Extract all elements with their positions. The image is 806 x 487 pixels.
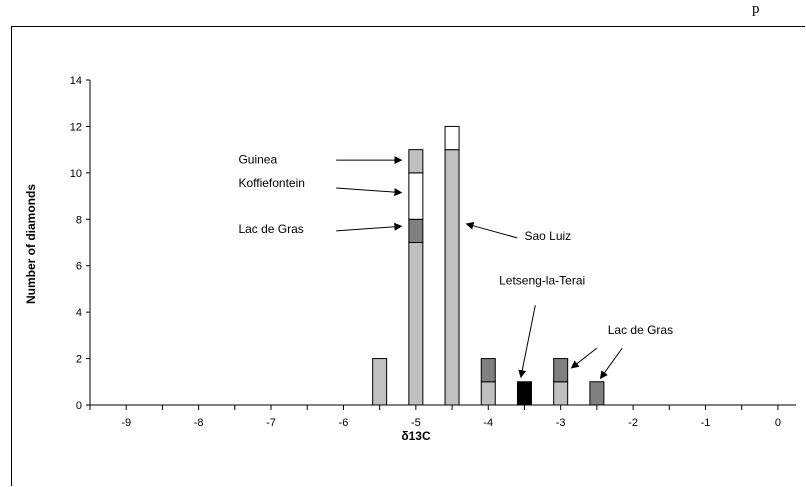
annotation-arrow-2: [336, 222, 403, 232]
bar-1-segment-0: [408, 242, 424, 406]
y-tick-label: 6: [76, 261, 82, 273]
bar-5-segment-1: [553, 358, 569, 383]
annotation-arrow-5: [570, 347, 598, 369]
annotations-layer: Guinea Koffiefontein Lac de Gras Sao Luiz Le…: [238, 153, 673, 380]
x-tick-label: -7: [266, 417, 276, 429]
bar-2-segment-1: [444, 125, 460, 151]
x-tick-label: -4: [483, 417, 493, 429]
y-axis-title: Number of diamonds: [24, 184, 38, 304]
bar-1-segment-3: [408, 149, 424, 174]
chart-frame: [11, 26, 805, 486]
bar-4-segment-0: [516, 381, 532, 406]
y-tick-label: 4: [76, 307, 82, 319]
annotation-arrow-3: [465, 221, 518, 239]
bar-6-segment-0: [589, 381, 605, 406]
x-tick-label: -1: [701, 417, 711, 429]
annotation-arrow-4: [518, 305, 536, 379]
bars-layer: [372, 125, 605, 406]
annotation-label-5: Lac de Gras: [608, 323, 673, 337]
x-tick-label: 0: [775, 417, 781, 429]
annotation-label-3: Sao Luiz: [524, 229, 571, 243]
x-tick-label: -6: [339, 417, 349, 429]
corner-text: p: [752, 1, 760, 17]
bar-2-segment-0: [444, 149, 460, 406]
bar-0-segment-0: [372, 358, 388, 406]
bar-1-segment-2: [408, 172, 424, 220]
x-tick-label: -5: [411, 417, 421, 429]
annotation-label-0: Guinea: [238, 153, 277, 167]
bar-3-segment-0: [480, 381, 496, 406]
annotation-arrow-6: [599, 347, 623, 380]
x-tick-label: -3: [556, 417, 566, 429]
x-tick-label: -2: [628, 417, 638, 429]
y-tick-label: 0: [76, 400, 82, 412]
axes-layer: 0 2 4 6 8 10 12 14 -9 -8 -7 -6 -5 -4 -3 -2 -1 0: [70, 75, 796, 429]
annotation-label-2: Lac de Gras: [238, 222, 303, 236]
bar-5-segment-0: [553, 381, 569, 406]
annotation-label-1: Koffiefontein: [238, 176, 305, 190]
annotation-arrow-1: [336, 187, 403, 197]
x-tick-label: -9: [121, 417, 131, 429]
y-tick-label: 14: [70, 75, 82, 87]
annotation-label-4: Letseng-la-Terai: [499, 273, 585, 287]
y-tick-label: 2: [76, 354, 82, 366]
bar-1-segment-1: [408, 218, 424, 244]
y-tick-label: 12: [70, 121, 82, 133]
y-tick-label: 10: [70, 168, 82, 180]
bar-3-segment-1: [480, 358, 496, 383]
y-tick-label: 8: [76, 214, 82, 226]
x-tick-label: -8: [194, 417, 204, 429]
x-axis-title: δ13C: [401, 429, 431, 443]
